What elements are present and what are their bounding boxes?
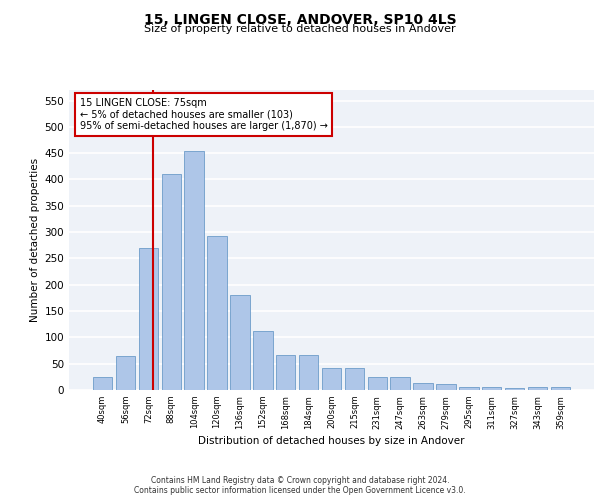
Bar [344, 368, 364, 390]
Bar [253, 330, 272, 390]
Bar [139, 248, 158, 390]
Bar [459, 387, 479, 390]
Bar [391, 377, 410, 390]
Bar [551, 388, 570, 390]
Bar [184, 150, 204, 390]
Bar [116, 356, 135, 390]
Text: 15 LINGEN CLOSE: 75sqm
← 5% of detached houses are smaller (103)
95% of semi-det: 15 LINGEN CLOSE: 75sqm ← 5% of detached … [79, 98, 328, 130]
Bar [505, 388, 524, 390]
Text: Size of property relative to detached houses in Andover: Size of property relative to detached ho… [144, 24, 456, 34]
Bar [93, 377, 112, 390]
Bar [230, 296, 250, 390]
Bar [276, 354, 295, 390]
Bar [161, 174, 181, 390]
X-axis label: Distribution of detached houses by size in Andover: Distribution of detached houses by size … [198, 436, 465, 446]
Text: Contains HM Land Registry data © Crown copyright and database right 2024.
Contai: Contains HM Land Registry data © Crown c… [134, 476, 466, 495]
Bar [482, 388, 502, 390]
Bar [299, 354, 319, 390]
Bar [436, 384, 455, 390]
Bar [413, 382, 433, 390]
Bar [208, 236, 227, 390]
Y-axis label: Number of detached properties: Number of detached properties [30, 158, 40, 322]
Text: 15, LINGEN CLOSE, ANDOVER, SP10 4LS: 15, LINGEN CLOSE, ANDOVER, SP10 4LS [143, 12, 457, 26]
Bar [322, 368, 341, 390]
Bar [368, 377, 387, 390]
Bar [528, 388, 547, 390]
